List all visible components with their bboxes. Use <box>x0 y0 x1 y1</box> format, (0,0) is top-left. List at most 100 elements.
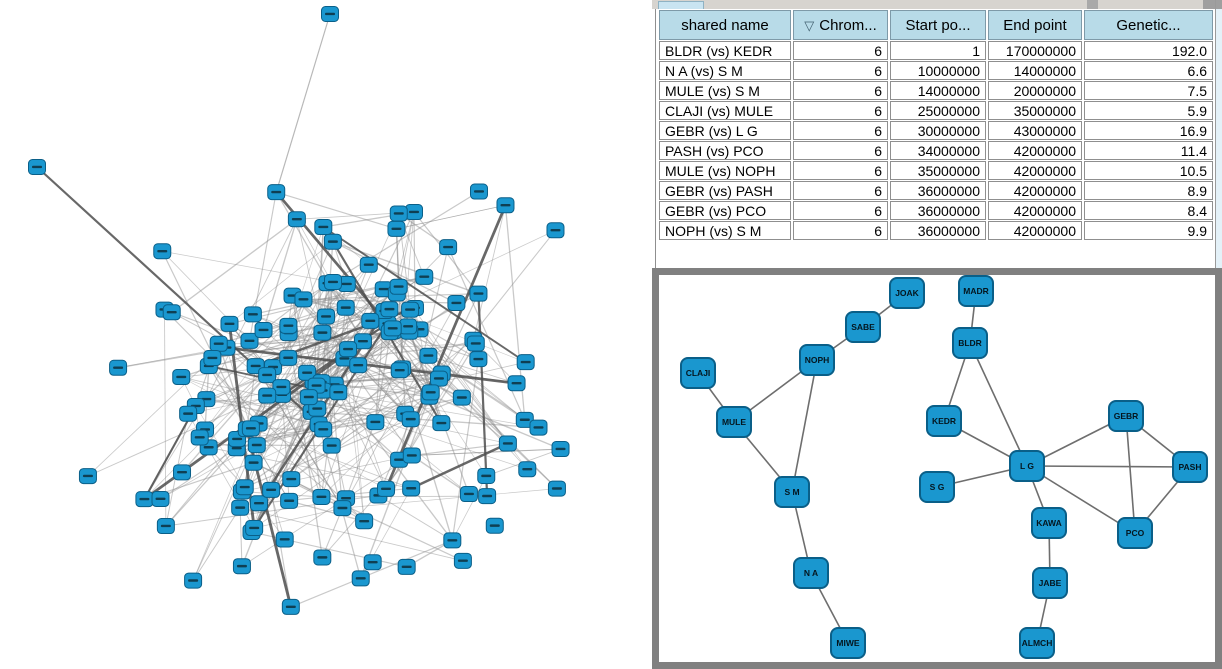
hairball-edge[interactable] <box>206 398 312 413</box>
table-row[interactable]: MULE (vs) NOPH 6 35000000 42000000 10.5 <box>659 161 1213 180</box>
cell-start-point[interactable]: 34000000 <box>890 141 986 160</box>
hairball-node[interactable] <box>267 184 286 201</box>
hairball-edge[interactable] <box>325 316 387 490</box>
cell-shared-name[interactable]: PASH (vs) PCO <box>659 141 791 160</box>
hairball-edge[interactable] <box>240 507 464 562</box>
hairball-node[interactable] <box>322 437 341 454</box>
hairball-node[interactable] <box>313 324 332 341</box>
hairball-edge[interactable] <box>311 411 539 429</box>
cell-genetic[interactable]: 192.0 <box>1084 41 1213 60</box>
hairball-node[interactable] <box>313 549 332 566</box>
cell-end-point[interactable]: 14000000 <box>988 61 1082 80</box>
cell-chromosome[interactable]: 6 <box>793 161 888 180</box>
hairball-node[interactable] <box>401 411 420 428</box>
tab-fragment[interactable] <box>658 1 704 9</box>
hairball-edge[interactable] <box>321 413 406 498</box>
hairball-edge[interactable] <box>192 423 259 581</box>
table-row[interactable]: MULE (vs) S M 6 14000000 20000000 7.5 <box>659 81 1213 100</box>
node-JABE[interactable]: JABE <box>1032 567 1068 599</box>
hairball-edge[interactable] <box>321 309 390 498</box>
node-KEDR[interactable]: KEDR <box>926 405 962 437</box>
hairball-edge[interactable] <box>320 307 347 498</box>
hairball-edge[interactable] <box>411 442 508 457</box>
hairball-edge-strong[interactable] <box>226 346 517 385</box>
hairball-node[interactable] <box>258 367 277 384</box>
hairball-node[interactable] <box>235 479 254 496</box>
hairball-node[interactable] <box>387 220 406 237</box>
hairball-edge[interactable] <box>181 376 324 430</box>
hairball-edge[interactable] <box>378 495 453 541</box>
cell-genetic[interactable]: 8.4 <box>1084 201 1213 220</box>
hairball-edge[interactable] <box>389 308 526 363</box>
table-row[interactable]: N A (vs) S M 6 10000000 14000000 6.6 <box>659 61 1213 80</box>
node-PASH[interactable]: PASH <box>1172 451 1208 483</box>
hairball-edge[interactable] <box>272 342 476 368</box>
cell-chromosome[interactable]: 6 <box>793 121 888 140</box>
hairball-edge-strong[interactable] <box>410 442 509 490</box>
hairball-edge[interactable] <box>206 398 319 425</box>
hairball-node[interactable] <box>317 308 336 325</box>
hairball-node[interactable] <box>380 301 399 318</box>
hairball-edge[interactable] <box>164 309 167 527</box>
hairball-edge[interactable] <box>171 218 298 313</box>
hairball-edge[interactable] <box>357 364 406 415</box>
hairball-node[interactable] <box>469 285 488 302</box>
hairball-edge[interactable] <box>325 316 343 509</box>
node-SG[interactable]: S G <box>919 471 955 503</box>
hairball-node[interactable] <box>469 183 488 200</box>
hairball-node[interactable] <box>496 197 515 214</box>
hairball-edge[interactable] <box>413 212 416 308</box>
cell-genetic[interactable]: 7.5 <box>1084 81 1213 100</box>
hairball-node[interactable] <box>401 301 420 318</box>
cell-chromosome[interactable]: 6 <box>793 201 888 220</box>
hairball-edge[interactable] <box>407 326 442 424</box>
cell-start-point[interactable]: 35000000 <box>890 161 986 180</box>
hairball-edge[interactable] <box>270 489 292 608</box>
hairball-edge[interactable] <box>256 444 332 447</box>
table-row[interactable]: GEBR (vs) PASH 6 36000000 42000000 8.9 <box>659 181 1213 200</box>
hairball-edge[interactable] <box>208 331 410 367</box>
table-row[interactable]: BLDR (vs) KEDR 6 1 170000000 192.0 <box>659 41 1213 60</box>
cell-shared-name[interactable]: GEBR (vs) PCO <box>659 201 791 220</box>
hairball-edge[interactable] <box>321 213 400 383</box>
network-edge-LG-PCO[interactable] <box>1026 465 1136 534</box>
column-header-shared-name[interactable]: shared name <box>659 10 791 40</box>
table-row[interactable]: PASH (vs) PCO 6 34000000 42000000 11.4 <box>659 141 1213 160</box>
cell-genetic[interactable]: 11.4 <box>1084 141 1213 160</box>
hairball-node[interactable] <box>323 274 342 291</box>
hairball-edge[interactable] <box>392 330 539 429</box>
cell-start-point[interactable]: 25000000 <box>890 101 986 120</box>
cell-genetic[interactable]: 9.9 <box>1084 221 1213 240</box>
cell-end-point[interactable]: 42000000 <box>988 201 1082 220</box>
hairball-edge[interactable] <box>249 340 430 398</box>
hairball-edge[interactable] <box>334 384 470 495</box>
cell-shared-name[interactable]: N A (vs) S M <box>659 61 791 80</box>
hairball-node[interactable] <box>247 437 266 454</box>
hairball-node[interactable] <box>419 347 438 364</box>
hairball-node[interactable] <box>353 333 372 350</box>
hairball-node[interactable] <box>339 341 358 358</box>
hairball-edge[interactable] <box>275 13 331 193</box>
hairball-edge[interactable] <box>253 429 324 464</box>
hairball-edge[interactable] <box>165 386 282 527</box>
hairball-edge[interactable] <box>252 313 400 371</box>
column-header-genetic[interactable]: Genetic... <box>1084 10 1213 40</box>
hairball-node[interactable] <box>294 291 313 308</box>
hairball-node[interactable] <box>547 480 566 497</box>
hairball-node[interactable] <box>329 384 348 401</box>
node-NA[interactable]: N A <box>793 557 829 589</box>
node-BLDR[interactable]: BLDR <box>952 327 988 359</box>
hairball-edge[interactable] <box>208 365 259 424</box>
hairball-edge[interactable] <box>87 357 213 477</box>
hairball-node[interactable] <box>241 420 260 437</box>
hairball-edge[interactable] <box>342 488 557 509</box>
hairball-edge[interactable] <box>250 428 412 489</box>
hairball-node[interactable] <box>402 480 421 497</box>
hairball-node[interactable] <box>220 315 239 332</box>
cell-chromosome[interactable]: 6 <box>793 61 888 80</box>
cell-genetic[interactable]: 8.9 <box>1084 181 1213 200</box>
hairball-node[interactable] <box>377 480 396 497</box>
hairball-node[interactable] <box>314 219 333 236</box>
node-LG[interactable]: L G <box>1009 450 1045 482</box>
hairball-edge[interactable] <box>308 396 528 470</box>
